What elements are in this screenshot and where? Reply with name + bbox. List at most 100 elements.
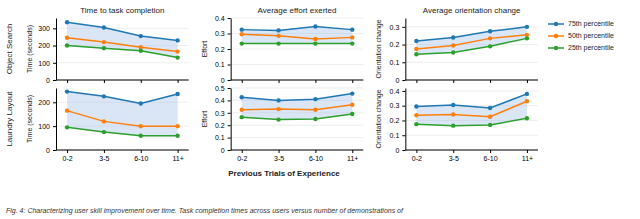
tick-mark	[228, 125, 231, 126]
point	[525, 92, 529, 96]
point	[313, 24, 317, 28]
legend-label: 25th percentile	[568, 44, 614, 52]
y-tick: 0	[221, 77, 231, 84]
y-tick: 0.2	[390, 41, 406, 48]
legend-marker	[554, 22, 558, 26]
tick-label: 0.4	[215, 15, 225, 22]
tick-label: 0	[221, 147, 225, 154]
point	[139, 101, 143, 105]
point	[451, 112, 455, 116]
point	[175, 55, 179, 59]
tick-mark	[352, 80, 353, 83]
point	[139, 49, 143, 53]
x-tick	[67, 80, 68, 83]
y-tick: 0.3	[390, 24, 406, 31]
y-axis: 00.10.20.30.40.5	[215, 85, 231, 154]
tick-mark	[242, 80, 243, 83]
y-axis-title: Effort	[201, 41, 208, 58]
point	[350, 41, 354, 45]
x-tick	[315, 80, 316, 83]
plot-area	[65, 20, 180, 60]
tick-label: 0.4	[215, 97, 225, 104]
x-axis: 0-23-56-1011+	[231, 150, 364, 162]
tick-mark	[242, 150, 243, 153]
tick-label: 0.2	[215, 46, 225, 53]
tick-mark	[315, 80, 316, 83]
tick-label: 0.2	[390, 41, 400, 48]
plot-area	[240, 91, 355, 121]
x-tick	[453, 80, 454, 83]
tick-mark	[315, 150, 316, 153]
point	[414, 122, 418, 126]
point	[65, 20, 69, 24]
tick-label: 0.2	[390, 117, 400, 124]
tick-mark	[402, 150, 405, 151]
point	[102, 40, 106, 44]
legend-label: 50th percentile	[568, 32, 614, 40]
x-axis: 0-23-56-1011+	[56, 150, 189, 162]
x-tick	[104, 80, 105, 83]
x-tick	[527, 80, 528, 83]
point	[313, 117, 317, 121]
point	[488, 44, 492, 48]
series-line	[67, 127, 178, 135]
tick-mark	[53, 102, 56, 103]
tick-label: 11+	[347, 155, 358, 162]
point	[451, 43, 455, 47]
axis-line	[231, 80, 364, 81]
y-axis-title: Effort	[201, 111, 208, 128]
tick-label: 200	[38, 99, 50, 106]
tick-mark	[228, 88, 231, 89]
y-tick: 0.4	[390, 88, 406, 95]
tick-label: 0.1	[390, 59, 400, 66]
point	[175, 38, 179, 42]
tick-label: 11+	[522, 155, 533, 162]
point	[65, 125, 69, 129]
grid-line	[231, 80, 364, 81]
x-axis	[56, 80, 189, 83]
tick-label: 6-10	[309, 155, 323, 162]
point	[414, 39, 418, 43]
y-axis-title: Time (seconds)	[26, 25, 34, 73]
tick-mark	[228, 34, 231, 35]
y-tick: 100	[38, 123, 56, 130]
x-axis	[405, 80, 538, 83]
y-axis: 0 0.1 0.2 0.3	[390, 19, 406, 84]
tick-mark	[141, 80, 142, 83]
point	[240, 41, 244, 45]
tick-mark	[453, 150, 454, 153]
tick-mark	[53, 150, 56, 151]
y-tick: 0.1	[390, 59, 406, 66]
point	[313, 41, 317, 45]
tick-label: 300	[38, 25, 50, 32]
band	[67, 92, 178, 136]
tick-label: 0	[46, 77, 50, 84]
series-line	[242, 114, 353, 120]
tick-label: 0	[221, 77, 225, 84]
plot-area	[65, 89, 180, 138]
tick-mark	[53, 126, 56, 127]
x-tick	[352, 80, 353, 83]
tick-mark	[402, 80, 405, 81]
point	[139, 124, 143, 128]
tick-mark	[228, 65, 231, 66]
grid-line	[231, 18, 364, 19]
band	[416, 94, 527, 126]
y-tick: 0.4	[215, 15, 231, 22]
tick-mark	[53, 63, 56, 64]
tick-mark	[178, 80, 179, 83]
axis-line	[56, 89, 57, 151]
y-axis: 00.10.20.30.4	[215, 15, 231, 84]
y-tick: 200	[38, 42, 56, 49]
tick-mark	[453, 80, 454, 83]
panel: 0100200300Time to task completionTime (s…	[26, 6, 189, 84]
point	[102, 94, 106, 98]
grid-line	[405, 150, 538, 151]
tick-mark	[402, 135, 405, 136]
tick-label: 3-5	[449, 155, 459, 162]
series-line	[67, 22, 178, 40]
grid-line	[231, 125, 364, 126]
y-tick: 0	[395, 77, 405, 84]
panel-title: Average orientation change	[423, 6, 521, 15]
tick-label: 0.3	[390, 102, 400, 109]
